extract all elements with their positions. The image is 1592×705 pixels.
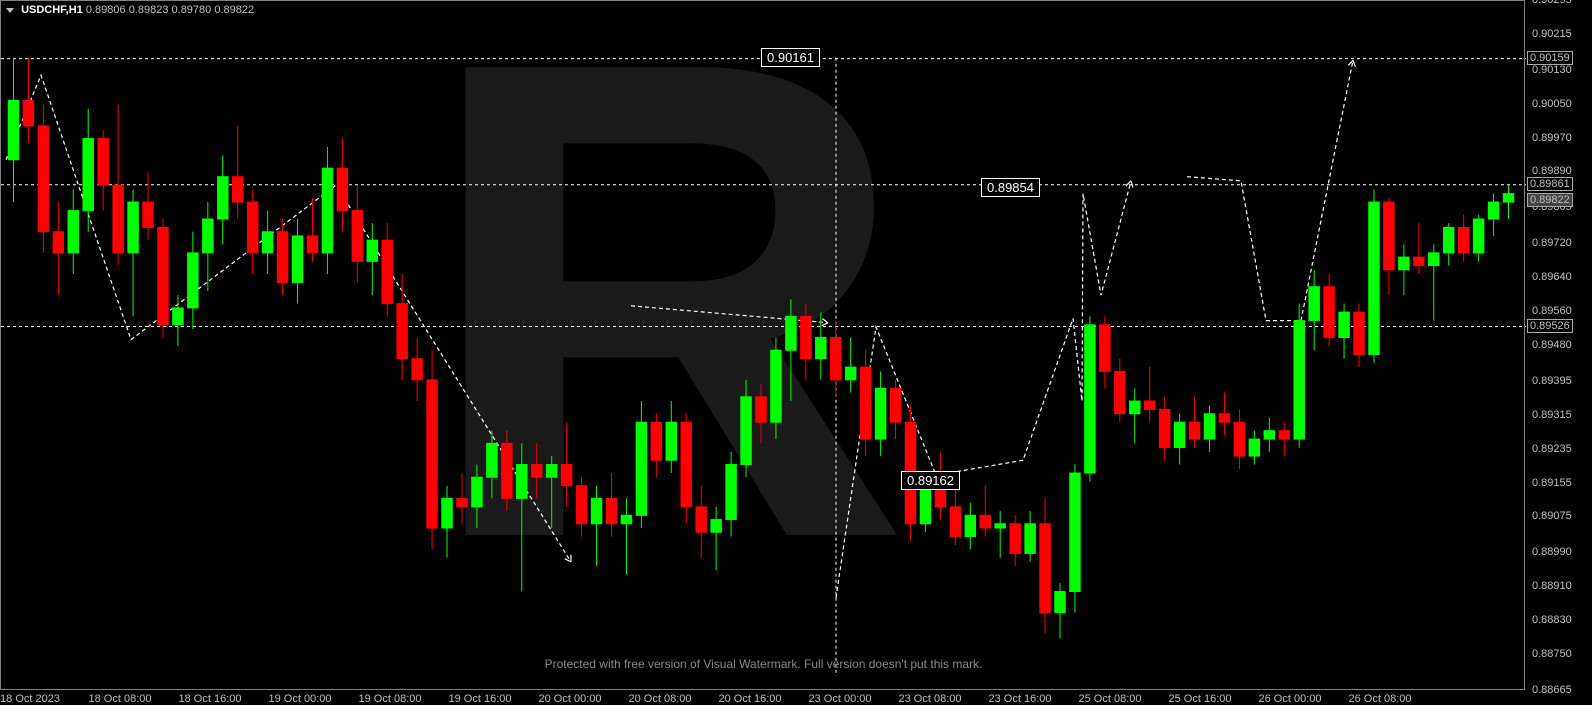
level-label: 0.89162 <box>901 471 960 490</box>
ohlc-low: 0.89780 <box>172 4 212 16</box>
y-tick-label: 0.89235 <box>1532 443 1572 455</box>
y-tick-label: 0.88665 <box>1532 684 1572 696</box>
x-tick-label: 23 Oct 00:00 <box>809 693 872 705</box>
y-tick-label: 0.89720 <box>1532 237 1572 249</box>
x-tick-label: 19 Oct 16:00 <box>449 693 512 705</box>
x-tick-label: 20 Oct 16:00 <box>719 693 782 705</box>
x-tick-label: 18 Oct 2023 <box>0 693 60 705</box>
x-tick-label: 23 Oct 16:00 <box>989 693 1052 705</box>
y-price-box: 0.90159 <box>1527 51 1573 65</box>
ohlc-close: 0.89822 <box>214 4 254 16</box>
y-tick-label: 0.89890 <box>1532 165 1572 177</box>
y-price-box: 0.89822 <box>1527 193 1573 207</box>
chart-title-bar: USDCHF,H1 0.89806 0.89823 0.89780 0.8982… <box>6 4 254 16</box>
y-tick-label: 0.90130 <box>1532 64 1572 76</box>
x-tick-label: 26 Oct 00:00 <box>1259 693 1322 705</box>
y-tick-label: 0.88910 <box>1532 580 1572 592</box>
x-tick-label: 19 Oct 00:00 <box>269 693 332 705</box>
x-tick-label: 26 Oct 08:00 <box>1349 693 1412 705</box>
y-tick-label: 0.88830 <box>1532 614 1572 626</box>
y-tick-label: 0.89970 <box>1532 132 1572 144</box>
watermark-text: Protected with free version of Visual Wa… <box>1 657 1526 671</box>
level-label: 0.89854 <box>981 178 1040 197</box>
x-tick-label: 25 Oct 16:00 <box>1169 693 1232 705</box>
chart-plot-area[interactable]: USDCHF,H1 0.89806 0.89823 0.89780 0.8982… <box>0 0 1525 690</box>
y-tick-label: 0.89315 <box>1532 409 1572 421</box>
x-axis: 18 Oct 2023 18 Oct 08:00 18 Oct 16:00 19 Oc… <box>0 690 1525 705</box>
y-tick-label: 0.89480 <box>1532 339 1572 351</box>
y-axis: 0.90295 0.90215 0.90130 0.90050 0.89970 0.898… <box>1527 0 1592 690</box>
y-tick-label: 0.89560 <box>1532 305 1572 317</box>
dropdown-icon[interactable] <box>6 8 14 13</box>
y-tick-label: 0.88990 <box>1532 546 1572 558</box>
y-tick-label: 0.89640 <box>1532 271 1572 283</box>
y-tick-label: 0.89395 <box>1532 375 1572 387</box>
x-tick-label: 20 Oct 08:00 <box>629 693 692 705</box>
ohlc-high: 0.89823 <box>129 4 169 16</box>
x-tick-label: 23 Oct 08:00 <box>899 693 962 705</box>
y-price-box: 0.89861 <box>1527 177 1573 191</box>
y-tick-label: 0.90050 <box>1532 98 1572 110</box>
x-tick-label: 20 Oct 00:00 <box>539 693 602 705</box>
chart-container: R USDCHF,H1 0.89806 0.89823 0.89780 0.89… <box>0 0 1592 705</box>
y-price-box: 0.89526 <box>1527 319 1573 333</box>
y-tick-label: 0.88750 <box>1532 648 1572 660</box>
x-tick-label: 19 Oct 08:00 <box>359 693 422 705</box>
x-tick-label: 18 Oct 16:00 <box>179 693 242 705</box>
candles-canvas <box>1 1 1526 691</box>
ohlc-open: 0.89806 <box>86 4 126 16</box>
x-tick-label: 18 Oct 08:00 <box>89 693 152 705</box>
y-tick-label: 0.89155 <box>1532 477 1572 489</box>
y-tick-label: 0.90215 <box>1532 28 1572 40</box>
level-label: 0.90161 <box>761 48 820 67</box>
chart-symbol: USDCHF,H1 <box>21 4 83 16</box>
y-tick-label: 0.90295 <box>1532 0 1572 6</box>
x-tick-label: 25 Oct 08:00 <box>1079 693 1142 705</box>
y-tick-label: 0.89075 <box>1532 510 1572 522</box>
